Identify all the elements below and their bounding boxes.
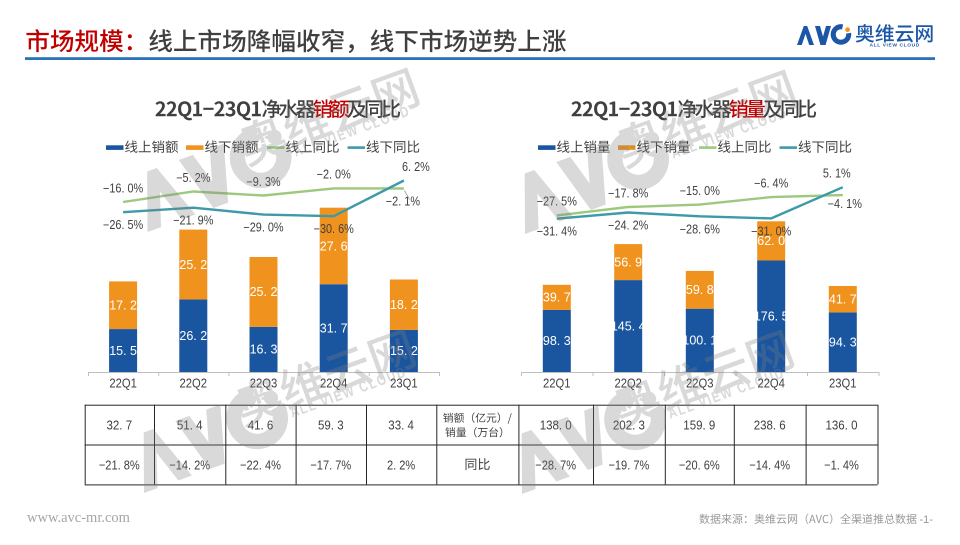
svg-text:-1-: -1- bbox=[920, 514, 934, 526]
svg-text:59. 3: 59. 3 bbox=[318, 419, 344, 433]
svg-text:−16. 0%: −16. 0% bbox=[103, 181, 143, 195]
svg-text:33. 4: 33. 4 bbox=[388, 419, 414, 433]
svg-text:−24. 2%: −24. 2% bbox=[608, 219, 648, 233]
svg-text:22Q1: 22Q1 bbox=[543, 377, 571, 391]
svg-text:59. 8: 59. 8 bbox=[686, 283, 714, 297]
svg-text:www.avc-mr.com: www.avc-mr.com bbox=[27, 510, 131, 526]
svg-text:−1. 4%: −1. 4% bbox=[824, 458, 859, 473]
svg-text:−17. 7%: −17. 7% bbox=[310, 458, 351, 473]
svg-text:31. 7: 31. 7 bbox=[320, 321, 348, 335]
svg-text:−6. 4%: −6. 4% bbox=[754, 176, 788, 190]
svg-text:−30. 6%: −30. 6% bbox=[314, 222, 354, 236]
svg-text:−20. 6%: −20. 6% bbox=[679, 458, 720, 473]
svg-text:25. 2: 25. 2 bbox=[179, 258, 207, 272]
svg-text:5. 1%: 5. 1% bbox=[823, 167, 851, 181]
svg-text:−19. 7%: −19. 7% bbox=[608, 458, 649, 473]
svg-text:−29. 0%: −29. 0% bbox=[243, 221, 283, 235]
svg-text:94. 3: 94. 3 bbox=[829, 336, 857, 350]
svg-text:32. 7: 32. 7 bbox=[107, 419, 133, 433]
svg-text:27. 6: 27. 6 bbox=[320, 239, 348, 253]
svg-text:25. 2: 25. 2 bbox=[250, 285, 278, 299]
svg-text:2. 2%: 2. 2% bbox=[387, 458, 416, 473]
svg-text:6. 2%: 6. 2% bbox=[402, 160, 430, 174]
svg-text:−4. 1%: −4. 1% bbox=[828, 197, 862, 211]
svg-text:−31. 0%: −31. 0% bbox=[751, 224, 791, 238]
svg-text:238. 6: 238. 6 bbox=[754, 419, 786, 433]
svg-text:−31. 4%: −31. 4% bbox=[537, 225, 577, 239]
svg-text:−15. 0%: −15. 0% bbox=[680, 184, 720, 198]
svg-text:ALL VIEW CLOUD: ALL VIEW CLOUD bbox=[870, 43, 920, 49]
svg-text:−26. 5%: −26. 5% bbox=[103, 218, 143, 232]
svg-text:−28. 6%: −28. 6% bbox=[680, 222, 720, 236]
svg-text:23Q1: 23Q1 bbox=[829, 377, 857, 391]
svg-text:22Q1: 22Q1 bbox=[109, 377, 137, 391]
svg-text:−22. 4%: −22. 4% bbox=[240, 458, 281, 473]
svg-text:176. 5: 176. 5 bbox=[754, 310, 789, 324]
svg-text:16. 3: 16. 3 bbox=[250, 343, 278, 357]
svg-text:−2. 0%: −2. 0% bbox=[317, 168, 351, 182]
svg-text:41. 7: 41. 7 bbox=[829, 293, 857, 307]
svg-text:62. 0: 62. 0 bbox=[757, 234, 785, 248]
svg-text:15. 5: 15. 5 bbox=[109, 344, 137, 358]
svg-text:22Q2: 22Q2 bbox=[180, 377, 208, 391]
svg-text:−21. 8%: −21. 8% bbox=[99, 458, 140, 473]
svg-text:159. 9: 159. 9 bbox=[683, 419, 715, 433]
svg-text:136. 0: 136. 0 bbox=[826, 419, 858, 433]
svg-text:−14. 4%: −14. 4% bbox=[749, 458, 790, 473]
svg-text:39. 7: 39. 7 bbox=[543, 291, 571, 305]
svg-text:18. 2: 18. 2 bbox=[390, 298, 418, 312]
svg-text:98. 3: 98. 3 bbox=[543, 334, 571, 348]
svg-text:17. 2: 17. 2 bbox=[109, 299, 137, 313]
svg-text:−2. 1%: −2. 1% bbox=[386, 195, 420, 209]
svg-text:100. 1: 100. 1 bbox=[682, 334, 717, 348]
svg-text:56. 9: 56. 9 bbox=[614, 255, 642, 269]
svg-text:145. 4: 145. 4 bbox=[611, 319, 646, 333]
svg-text:26. 2: 26. 2 bbox=[179, 329, 207, 343]
